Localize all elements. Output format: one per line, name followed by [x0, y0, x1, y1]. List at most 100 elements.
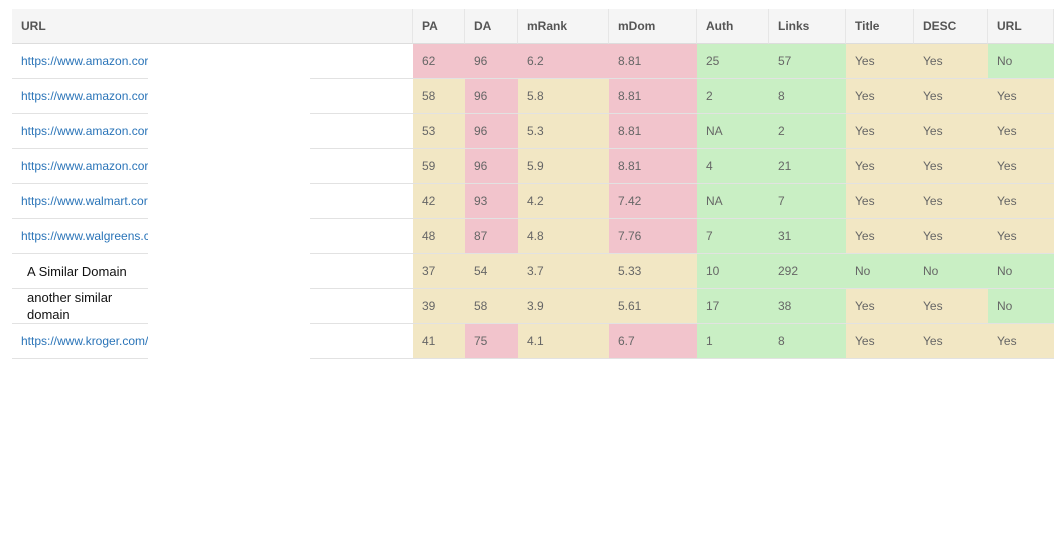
data-cell: 17 [697, 289, 769, 324]
data-cell: 5.9 [518, 149, 609, 184]
data-cell: Yes [914, 114, 988, 149]
data-cell: 54 [465, 254, 518, 289]
data-cell: 25 [697, 44, 769, 79]
data-cell: 75 [465, 324, 518, 359]
data-cell: 59 [413, 149, 465, 184]
url-link[interactable]: https://www.walmart.cor [21, 194, 148, 208]
data-cell: 57 [769, 44, 846, 79]
data-cell: Yes [988, 219, 1054, 254]
url-link[interactable]: https://www.amazon.cor [21, 89, 148, 103]
data-cell: 5.8 [518, 79, 609, 114]
redaction [148, 44, 310, 360]
header-cell: PA [413, 9, 465, 44]
data-cell: No [988, 254, 1054, 289]
data-cell: 42 [413, 184, 465, 219]
data-cell: 21 [769, 149, 846, 184]
data-cell: Yes [846, 324, 914, 359]
data-cell: 96 [465, 149, 518, 184]
data-cell: 38 [769, 289, 846, 324]
header-cell: mDom [609, 9, 697, 44]
header-cell: DESC [914, 9, 988, 44]
data-cell: 4 [697, 149, 769, 184]
data-cell: No [988, 44, 1054, 79]
data-cell: 31 [769, 219, 846, 254]
data-cell: 39 [413, 289, 465, 324]
header-cell: Auth [697, 9, 769, 44]
data-cell: 58 [413, 79, 465, 114]
data-cell: Yes [988, 114, 1054, 149]
data-cell: 5.33 [609, 254, 697, 289]
data-cell: Yes [846, 44, 914, 79]
data-cell: 4.1 [518, 324, 609, 359]
data-cell: Yes [988, 149, 1054, 184]
data-cell: NA [697, 114, 769, 149]
data-cell: 7 [769, 184, 846, 219]
header-cell: URL [12, 9, 413, 44]
data-cell: Yes [914, 219, 988, 254]
data-cell: 2 [769, 114, 846, 149]
header-cell: mRank [518, 9, 609, 44]
data-cell: 53 [413, 114, 465, 149]
data-cell: 8.81 [609, 149, 697, 184]
data-cell: Yes [914, 324, 988, 359]
data-cell: 48 [413, 219, 465, 254]
url-link[interactable]: https://www.amazon.cor [21, 124, 148, 138]
data-cell: 8.81 [609, 79, 697, 114]
data-cell: 6.2 [518, 44, 609, 79]
data-cell: 8.81 [609, 44, 697, 79]
data-cell: 6.7 [609, 324, 697, 359]
header-cell: Title [846, 9, 914, 44]
url-link[interactable]: https://www.amazon.cor [21, 159, 148, 173]
url-link[interactable]: https://www.walgreens.c [21, 229, 148, 243]
data-cell: 37 [413, 254, 465, 289]
data-cell: 8 [769, 324, 846, 359]
data-cell: Yes [846, 114, 914, 149]
data-cell: 292 [769, 254, 846, 289]
data-cell: Yes [988, 184, 1054, 219]
data-cell: 4.8 [518, 219, 609, 254]
data-cell: 8.81 [609, 114, 697, 149]
data-cell: 8 [769, 79, 846, 114]
data-cell: 96 [465, 79, 518, 114]
data-cell: 3.9 [518, 289, 609, 324]
url-link[interactable]: https://www.amazon.cor [21, 54, 148, 68]
data-cell: 93 [465, 184, 518, 219]
url-text: another similar domain [27, 290, 113, 322]
data-cell: Yes [914, 149, 988, 184]
data-cell: Yes [846, 289, 914, 324]
data-cell: 96 [465, 114, 518, 149]
data-cell: NA [697, 184, 769, 219]
data-cell: 1 [697, 324, 769, 359]
data-cell: Yes [988, 324, 1054, 359]
data-cell: Yes [914, 289, 988, 324]
data-cell: 7 [697, 219, 769, 254]
header-cell: DA [465, 9, 518, 44]
data-cell: Yes [846, 149, 914, 184]
data-cell: 87 [465, 219, 518, 254]
data-cell: 10 [697, 254, 769, 289]
data-cell: 7.42 [609, 184, 697, 219]
data-cell: Yes [846, 184, 914, 219]
data-cell: Yes [914, 79, 988, 114]
header-cell: URL [988, 9, 1054, 44]
header-cell: Links [769, 9, 846, 44]
data-cell: No [988, 289, 1054, 324]
data-cell: Yes [988, 79, 1054, 114]
data-cell: 62 [413, 44, 465, 79]
data-cell: 2 [697, 79, 769, 114]
data-cell: No [914, 254, 988, 289]
data-cell: Yes [846, 219, 914, 254]
data-cell: 5.3 [518, 114, 609, 149]
data-cell: 58 [465, 289, 518, 324]
url-text: A Similar Domain [27, 263, 127, 279]
data-cell: Yes [914, 184, 988, 219]
data-cell: 4.2 [518, 184, 609, 219]
data-cell: 3.7 [518, 254, 609, 289]
data-cell: 7.76 [609, 219, 697, 254]
data-cell: No [846, 254, 914, 289]
data-cell: 41 [413, 324, 465, 359]
data-cell: Yes [914, 44, 988, 79]
data-cell: 5.61 [609, 289, 697, 324]
url-link[interactable]: https://www.kroger.com/ [21, 334, 148, 348]
